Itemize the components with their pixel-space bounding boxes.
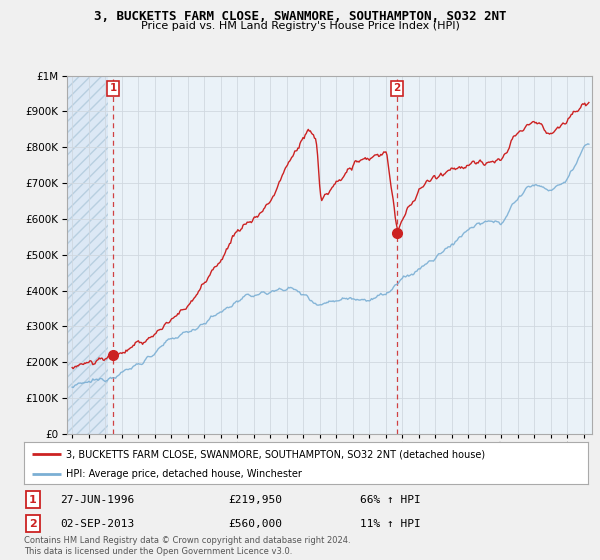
Text: 2: 2 xyxy=(29,519,37,529)
Text: 3, BUCKETTS FARM CLOSE, SWANMORE, SOUTHAMPTON, SO32 2NT: 3, BUCKETTS FARM CLOSE, SWANMORE, SOUTHA… xyxy=(94,10,506,23)
Text: 1: 1 xyxy=(29,494,37,505)
Text: Contains HM Land Registry data © Crown copyright and database right 2024.
This d: Contains HM Land Registry data © Crown c… xyxy=(24,536,350,556)
Text: 27-JUN-1996: 27-JUN-1996 xyxy=(60,494,134,505)
Text: Price paid vs. HM Land Registry's House Price Index (HPI): Price paid vs. HM Land Registry's House … xyxy=(140,21,460,31)
Text: HPI: Average price, detached house, Winchester: HPI: Average price, detached house, Winc… xyxy=(66,469,302,479)
Text: £219,950: £219,950 xyxy=(228,494,282,505)
Text: 11% ↑ HPI: 11% ↑ HPI xyxy=(360,519,421,529)
Text: 2: 2 xyxy=(393,83,401,93)
Text: 02-SEP-2013: 02-SEP-2013 xyxy=(60,519,134,529)
Text: 3, BUCKETTS FARM CLOSE, SWANMORE, SOUTHAMPTON, SO32 2NT (detached house): 3, BUCKETTS FARM CLOSE, SWANMORE, SOUTHA… xyxy=(66,449,485,459)
Text: 66% ↑ HPI: 66% ↑ HPI xyxy=(360,494,421,505)
Text: 1: 1 xyxy=(110,83,117,93)
Text: £560,000: £560,000 xyxy=(228,519,282,529)
